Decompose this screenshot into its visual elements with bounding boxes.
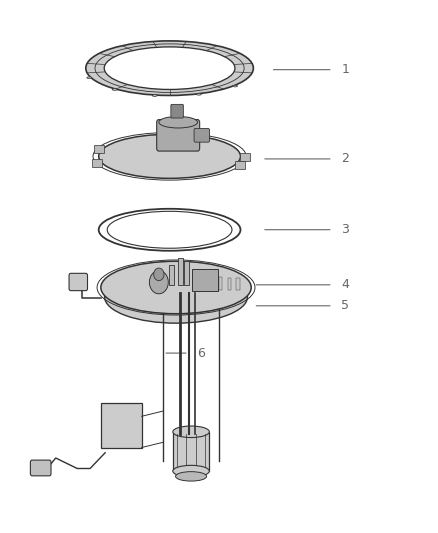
Ellipse shape bbox=[87, 77, 92, 78]
Ellipse shape bbox=[105, 271, 247, 323]
Ellipse shape bbox=[173, 465, 209, 477]
FancyBboxPatch shape bbox=[30, 460, 51, 476]
Bar bbox=[184, 261, 189, 285]
Ellipse shape bbox=[99, 134, 240, 179]
Text: 5: 5 bbox=[342, 300, 350, 312]
Ellipse shape bbox=[159, 116, 198, 128]
Ellipse shape bbox=[176, 472, 207, 481]
Text: 6: 6 bbox=[198, 346, 205, 360]
Circle shape bbox=[149, 271, 168, 294]
Ellipse shape bbox=[112, 88, 117, 90]
Ellipse shape bbox=[152, 95, 157, 96]
Ellipse shape bbox=[99, 209, 240, 251]
FancyBboxPatch shape bbox=[192, 269, 218, 291]
Ellipse shape bbox=[173, 426, 209, 438]
FancyBboxPatch shape bbox=[69, 273, 88, 290]
Ellipse shape bbox=[104, 47, 235, 90]
Bar bbox=[228, 278, 231, 290]
Bar bbox=[173, 432, 209, 471]
FancyBboxPatch shape bbox=[194, 128, 209, 142]
FancyBboxPatch shape bbox=[171, 104, 184, 118]
Bar bbox=[210, 277, 214, 290]
Bar bbox=[240, 152, 250, 160]
Ellipse shape bbox=[196, 93, 201, 95]
Bar bbox=[94, 144, 104, 152]
Text: 1: 1 bbox=[342, 63, 350, 76]
Bar bbox=[101, 403, 141, 448]
Ellipse shape bbox=[86, 41, 253, 95]
Bar bbox=[202, 276, 205, 290]
Bar bbox=[219, 277, 223, 290]
Text: 2: 2 bbox=[342, 152, 350, 165]
Ellipse shape bbox=[233, 85, 237, 87]
Bar bbox=[235, 160, 245, 168]
Bar bbox=[236, 278, 240, 290]
Ellipse shape bbox=[107, 211, 232, 248]
Text: 4: 4 bbox=[342, 278, 350, 292]
Bar bbox=[92, 159, 102, 167]
FancyBboxPatch shape bbox=[157, 119, 200, 151]
Text: 3: 3 bbox=[342, 223, 350, 236]
Ellipse shape bbox=[101, 261, 251, 314]
Circle shape bbox=[154, 268, 164, 281]
Bar bbox=[178, 257, 183, 285]
Bar bbox=[193, 276, 197, 290]
Bar bbox=[169, 265, 174, 285]
